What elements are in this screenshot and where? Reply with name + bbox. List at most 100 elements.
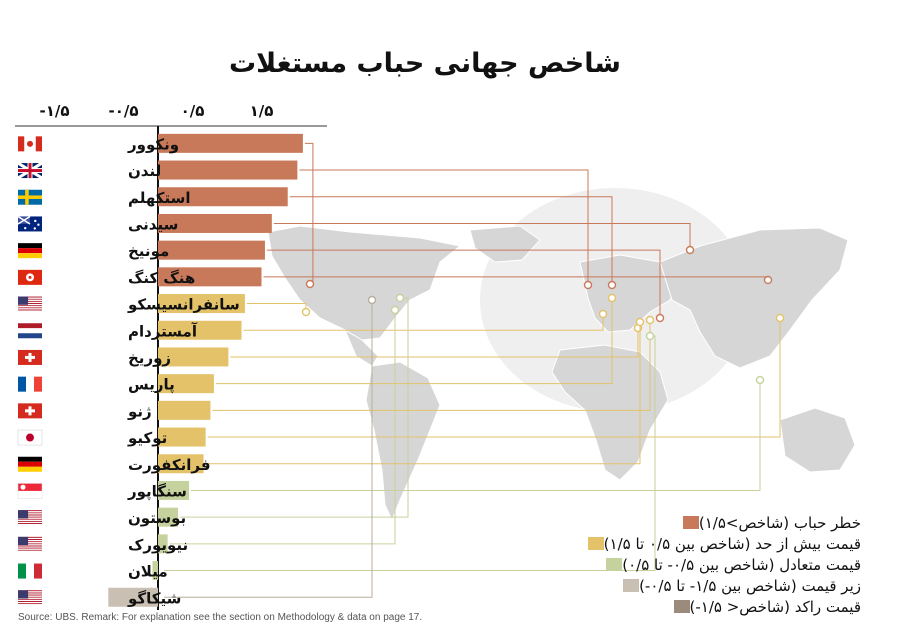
city-marker	[607, 293, 617, 303]
australia-shape	[779, 407, 856, 473]
legend-label: خطر حباب (شاخص>۱/۵)	[698, 513, 861, 532]
netherlands-flag-icon	[18, 323, 42, 339]
leader-line	[246, 303, 307, 312]
city-marker	[775, 313, 785, 323]
bar	[158, 267, 262, 287]
legend-label: قیمت راکد (شاخص< ۱/۵-)	[689, 597, 861, 616]
bar	[158, 534, 168, 554]
city-marker	[763, 275, 773, 285]
x-tick-label: -۰/۵	[108, 102, 138, 120]
singapore-flag-icon	[17, 483, 43, 499]
leader-line	[289, 196, 613, 285]
leader-line	[169, 310, 396, 545]
legend-label: زیر قیمت (شاخص بین ۱/۵- تا ۰/۵-)	[639, 576, 861, 595]
bar	[158, 320, 242, 340]
australia-flag-icon	[17, 215, 42, 232]
bar	[158, 427, 206, 447]
canada-flag-icon	[18, 136, 42, 152]
bar	[158, 240, 265, 260]
asia-shape	[659, 227, 849, 369]
city-label: پاریس	[128, 376, 175, 395]
city-marker	[655, 313, 665, 323]
bar	[158, 374, 214, 394]
city-label: سیدنی	[128, 215, 178, 233]
leader-line	[215, 298, 613, 385]
legend-item-depressed: قیمت راکد (شاخص< ۱/۵-)	[580, 596, 861, 617]
africa-shape	[551, 344, 669, 481]
city-label: زوریخ	[128, 349, 171, 367]
germany-flag-icon	[18, 243, 42, 259]
x-tick-label: -۱/۵	[39, 102, 69, 120]
city-marker	[301, 307, 311, 317]
legend-item-overvalued: قیمت بیش از حد (شاخص بین ۰/۵ تا ۱/۵)	[580, 533, 861, 554]
switzerland-flag-icon	[18, 349, 42, 365]
leader-line	[230, 328, 639, 358]
city-label: ژنو	[127, 402, 152, 420]
legend-item-fair: قیمت متعادل (شاخص بین ۰/۵- تا ۰/۵)	[580, 554, 861, 575]
leader-line	[207, 318, 781, 438]
leader-lines	[164, 142, 785, 598]
leader-line	[243, 314, 604, 331]
bars	[108, 133, 303, 607]
city-label: هنگ کنگ	[128, 269, 195, 287]
bar	[158, 213, 272, 233]
legend-label: قیمت متعادل (شاخص بین ۰/۵- تا ۰/۵)	[622, 555, 861, 574]
city-marker	[598, 309, 608, 319]
legend: خطر حباب (شاخص>۱/۵) قیمت بیش از حد (شاخص…	[580, 512, 861, 617]
bar	[158, 133, 303, 153]
germany-flag-icon	[18, 456, 42, 472]
leader-line	[164, 300, 373, 598]
city-label: میلان	[128, 563, 168, 581]
leader-line	[191, 380, 761, 491]
leader-line	[205, 322, 641, 465]
city-marker	[645, 315, 655, 325]
city-label: ونکوور	[127, 135, 179, 153]
city-label: فرانکفورت	[128, 456, 211, 474]
greenland-shape	[469, 225, 541, 263]
city-marker	[305, 279, 315, 289]
usa-flag-icon	[18, 536, 42, 552]
bar	[152, 561, 158, 581]
city-marker	[607, 280, 617, 290]
uk-flag-icon	[17, 161, 43, 180]
city-marker	[755, 375, 765, 385]
legend-swatch	[673, 600, 690, 613]
bar	[108, 587, 158, 607]
japan-flag-icon	[17, 429, 43, 446]
bar	[158, 480, 190, 500]
city-label: شیکاگو	[127, 589, 181, 607]
bar	[158, 347, 229, 367]
x-tick-label: ۱/۵	[250, 102, 274, 120]
south-america-shape	[365, 361, 441, 522]
city-label: مونیخ	[128, 242, 169, 260]
city-marker	[367, 295, 377, 305]
usa-flag-icon	[18, 296, 42, 312]
city-marker	[395, 293, 405, 303]
city-label: توکیو	[127, 429, 167, 447]
usa-flag-icon	[18, 510, 42, 526]
switzerland-flag-icon	[18, 403, 42, 419]
x-axis: -۱/۵ -۰/۵ ۰/۵ ۱/۵	[15, 102, 327, 127]
leader-line	[266, 249, 661, 318]
city-label: سنگاپور	[127, 482, 187, 501]
bar	[158, 400, 211, 420]
city-label: آمستردام	[128, 322, 198, 340]
city-label: بوستون	[128, 509, 186, 527]
north-america-shape	[267, 225, 462, 341]
city-label: لندن	[128, 162, 161, 180]
bar	[158, 160, 298, 180]
city-marker	[583, 280, 593, 290]
city-marker	[645, 331, 655, 341]
italy-flag-icon	[18, 563, 42, 579]
legend-swatch	[587, 537, 604, 550]
world-map-background	[267, 188, 856, 522]
city-marker	[390, 305, 400, 315]
legend-swatch	[623, 579, 640, 592]
legend-swatch	[606, 558, 623, 571]
legend-label: قیمت بیش از حد (شاخص بین ۰/۵ تا ۱/۵)	[603, 534, 861, 553]
france-flag-icon	[18, 376, 42, 392]
hongkong-flag-icon	[18, 269, 42, 285]
sweden-flag-icon	[18, 189, 42, 205]
x-tick-label: ۰/۵	[181, 102, 205, 120]
